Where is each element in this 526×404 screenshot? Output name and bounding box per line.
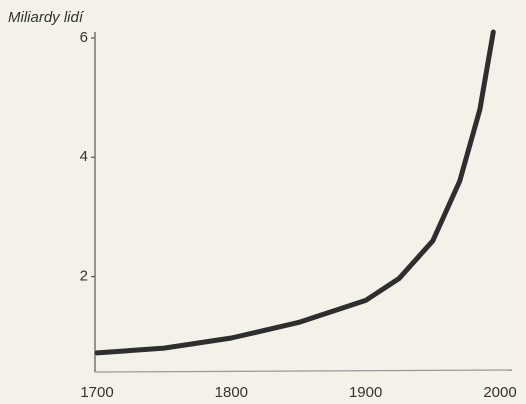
y-axis-label: Miliardy lidí <box>8 9 85 26</box>
y-tick-label: 4 <box>80 148 88 165</box>
x-tick-label: 1700 <box>80 384 113 401</box>
x-tick-label: 1900 <box>349 384 382 401</box>
y-tick-label: 6 <box>80 29 88 46</box>
x-tick-label: 1800 <box>215 384 248 401</box>
x-axis <box>94 369 513 373</box>
x-tick-label: 2000 <box>483 384 516 401</box>
data-line <box>94 29 496 356</box>
y-tick-label: 2 <box>80 268 88 285</box>
